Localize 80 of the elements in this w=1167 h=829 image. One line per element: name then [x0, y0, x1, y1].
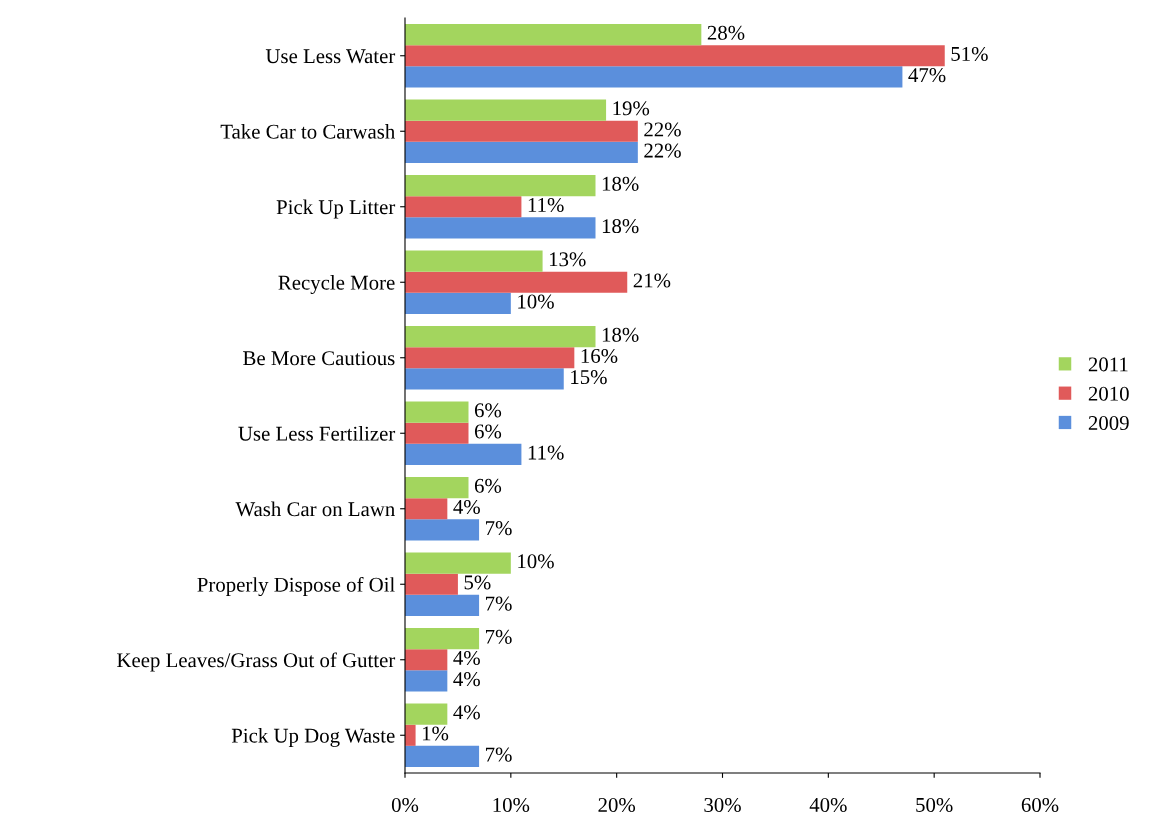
bar [405, 175, 596, 197]
data-label: 7% [486, 629, 512, 644]
bar [405, 326, 596, 348]
data-label: 5% [464, 575, 491, 590]
data-label: 18% [602, 176, 639, 191]
bar [405, 443, 522, 465]
bar [405, 498, 448, 520]
data-label: 47% [908, 68, 946, 83]
x-tick-label: 30% [704, 797, 741, 813]
data-label: 10% [518, 294, 554, 309]
bar [405, 250, 543, 272]
data-label: 22% [644, 122, 681, 137]
x-tick-label: 20% [598, 797, 636, 813]
data-label: 10% [518, 554, 554, 569]
legend-label: 2009 [1088, 415, 1129, 431]
bar [405, 519, 480, 541]
legend-label: 2010 [1088, 386, 1129, 401]
bar [405, 649, 448, 671]
data-label: 6% [474, 478, 502, 493]
bar [405, 628, 480, 650]
data-label: 4% [453, 499, 480, 515]
bar [405, 594, 480, 616]
bar [405, 724, 416, 746]
bar [405, 99, 607, 121]
data-label: 6% [474, 424, 502, 439]
data-label: 4% [453, 650, 480, 666]
data-label: 7% [486, 596, 512, 611]
bar [405, 66, 903, 88]
y-tick-label: Pick Up Dog Waste [231, 728, 395, 747]
data-label: 16% [581, 348, 618, 364]
data-label: 4% [453, 705, 480, 720]
bar [405, 45, 945, 67]
y-tick-label: Be More Cautious [243, 351, 395, 366]
legend-label: 2011 [1088, 357, 1128, 372]
bar [405, 368, 564, 390]
bar [405, 271, 628, 293]
y-tick-label: Wash Car on Lawn [235, 501, 395, 517]
data-label: 7% [486, 747, 512, 762]
bar [405, 552, 511, 574]
data-label: 19% [613, 101, 650, 116]
bar [405, 422, 469, 444]
data-label: 6% [474, 403, 502, 418]
y-tick-label: Properly Dispose of Oil [197, 576, 395, 597]
data-label: 21% [633, 273, 671, 288]
bar [405, 292, 511, 314]
y-tick-label: Take Car to Carwash [220, 124, 395, 139]
bar [405, 24, 702, 46]
x-tick-label: 60% [1021, 797, 1059, 813]
x-tick-label: 50% [916, 797, 953, 813]
y-tick-label: Use Less Fertilizer [238, 426, 396, 441]
y-tick-label: Recycle More [278, 275, 395, 294]
bar [405, 477, 469, 499]
data-label: 18% [602, 219, 639, 234]
data-label: 4% [453, 672, 480, 687]
data-label: 15% [571, 370, 607, 385]
bar [405, 347, 575, 369]
data-label: 22% [644, 143, 681, 158]
bar [405, 703, 448, 725]
x-tick-label: 40% [809, 797, 847, 813]
data-label: 28% [707, 25, 745, 40]
y-tick-label: Pick Up Litter [276, 199, 396, 219]
bar [405, 141, 638, 163]
bar [405, 217, 596, 239]
x-tick-label: 0% [391, 797, 419, 813]
data-label: 18% [602, 327, 639, 342]
y-tick-label: Keep Leaves/Grass Out of Gutter [117, 652, 396, 672]
bar [405, 120, 638, 142]
data-label: 7% [486, 521, 512, 536]
bar [405, 745, 480, 767]
data-label: 11% [528, 445, 564, 460]
bar [405, 670, 448, 692]
bar [405, 401, 469, 423]
bar [405, 573, 458, 595]
bar [405, 196, 522, 218]
y-tick-label: Use Less Water [265, 49, 396, 64]
data-label: 51% [951, 46, 988, 62]
data-label: 11% [528, 197, 564, 213]
data-label: 13% [549, 252, 586, 267]
data-label: 1% [422, 726, 449, 741]
x-tick-label: 10% [493, 797, 530, 813]
